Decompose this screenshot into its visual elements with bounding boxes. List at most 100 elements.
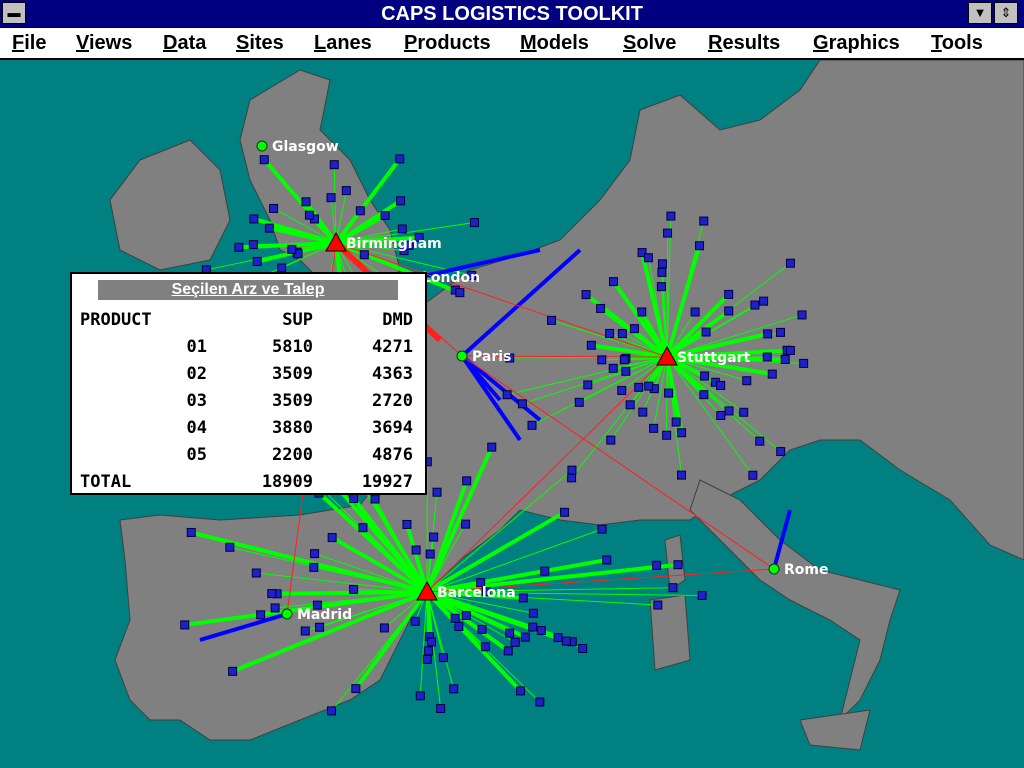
customer-site: [234, 242, 244, 252]
customer-site: [455, 288, 465, 298]
customer-site: [560, 507, 570, 517]
customer-site: [287, 244, 297, 254]
lane: [199, 612, 288, 642]
customer-site: [404, 240, 414, 250]
customer-site: [657, 259, 667, 269]
supply-demand-popup[interactable]: Seçilen Arz ve Talep PRODUCT SUP DMD 01 5810…: [70, 272, 427, 495]
lane: [611, 280, 669, 359]
table-cell: 02: [186, 364, 207, 384]
lane: [184, 590, 428, 627]
customer-site: [724, 406, 734, 416]
customer-site: [505, 628, 515, 638]
lane: [335, 228, 403, 244]
lane: [666, 300, 764, 358]
customer-site: [748, 470, 758, 480]
customer-site: [666, 211, 676, 221]
lane: [426, 582, 481, 593]
customer-site: [397, 224, 407, 234]
lane: [666, 314, 803, 358]
customer-site: [597, 355, 607, 365]
system-menu-button[interactable]: ▬: [2, 2, 26, 24]
menu-item[interactable]: Results: [708, 32, 781, 54]
menu-item[interactable]: Lanes: [314, 32, 372, 54]
lane: [334, 157, 402, 245]
customer-site: [649, 423, 659, 433]
cities: Glasgow Birmingham London Paris Stuttgart Bar…: [256, 139, 828, 623]
customer-site: [673, 560, 683, 570]
customer-site: [180, 620, 190, 630]
customer-site: [370, 494, 380, 504]
customer-site: [450, 613, 460, 623]
customer-site: [269, 203, 279, 213]
customer-site: [535, 697, 545, 707]
lane: [591, 343, 668, 359]
customer-site: [309, 562, 319, 572]
menu-item[interactable]: File: [12, 32, 47, 54]
lane: [231, 590, 428, 674]
customer-site: [656, 282, 666, 292]
city-label: Madrid: [297, 607, 352, 623]
customer-site: [399, 246, 409, 256]
table-cell: 2720: [372, 391, 413, 411]
customer-site: [780, 354, 790, 364]
menu-item[interactable]: Graphics: [813, 32, 900, 54]
city-label: Rome: [784, 562, 828, 578]
menu-item[interactable]: Solve: [623, 32, 677, 54]
table-cell: 04: [186, 418, 207, 438]
customer-site: [739, 407, 749, 417]
customer-site: [617, 385, 627, 395]
customer-site: [480, 642, 490, 652]
customer-site: [402, 519, 412, 529]
menu-item[interactable]: Products: [404, 32, 491, 54]
customer-site: [461, 519, 471, 529]
lane: [426, 528, 603, 593]
customer-site: [312, 600, 322, 610]
lane: [426, 356, 668, 593]
minimize-button[interactable]: ▼: [968, 2, 992, 24]
customer-site: [422, 654, 432, 664]
table-cell: 05: [186, 445, 207, 465]
customer-site: [349, 584, 359, 594]
menu-item[interactable]: Data: [163, 32, 207, 54]
customer-site: [540, 566, 550, 576]
menu-item[interactable]: Sites: [236, 32, 284, 54]
customer-site: [248, 240, 258, 250]
facility-marker: [656, 345, 678, 366]
customer-site: [249, 214, 259, 224]
table-cell: 3509: [272, 391, 313, 411]
customer-site: [411, 545, 421, 555]
customer-site: [259, 155, 269, 165]
customer-site: [351, 684, 361, 694]
lane: [206, 242, 337, 271]
menu-item[interactable]: Models: [520, 32, 589, 54]
customer-site: [716, 410, 726, 420]
customer-site: [251, 568, 261, 578]
restore-button[interactable]: ⇕: [994, 2, 1018, 24]
table-cell: 3509: [272, 364, 313, 384]
customer-site: [358, 523, 368, 533]
lane: [666, 356, 744, 413]
customer-site: [186, 527, 196, 537]
menu-item[interactable]: Tools: [931, 32, 983, 54]
lane: [317, 491, 429, 594]
customer-site: [755, 436, 765, 446]
lane: [275, 591, 428, 609]
customer-site: [310, 549, 320, 559]
lane: [190, 530, 428, 594]
customer-site: [621, 366, 631, 376]
lane: [335, 213, 387, 245]
customer-site: [481, 587, 491, 597]
menu-item[interactable]: Views: [76, 32, 133, 54]
lane: [666, 331, 781, 358]
customer-site: [528, 608, 538, 618]
customer-site: [676, 470, 686, 480]
lane: [665, 293, 731, 359]
customer-site: [467, 270, 477, 280]
lane: [772, 509, 792, 570]
customer-site: [561, 636, 571, 646]
table-cell: SUP: [282, 310, 313, 330]
customer-site: [503, 646, 513, 656]
table-cell: 4271: [372, 337, 413, 357]
lane: [314, 553, 428, 593]
